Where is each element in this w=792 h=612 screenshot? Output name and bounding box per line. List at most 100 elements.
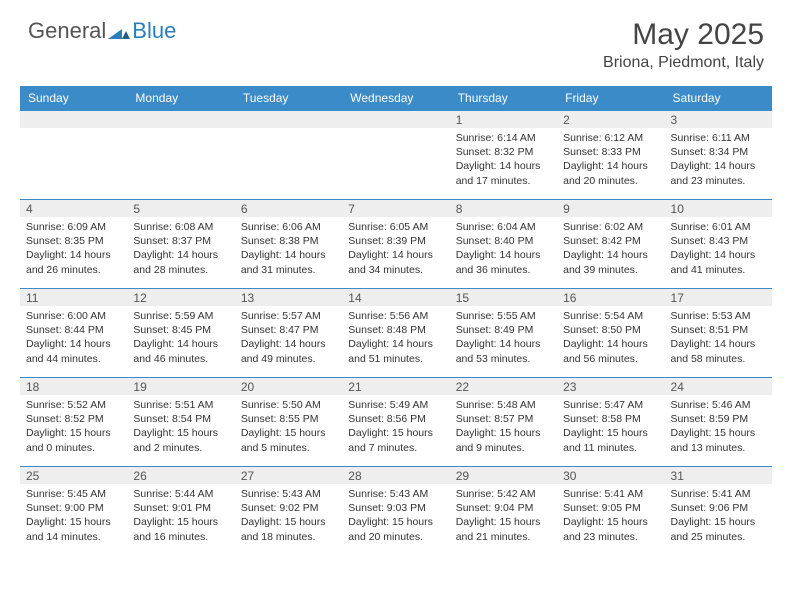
sunrise-text: Sunrise: 5:42 AM — [456, 487, 551, 501]
day-details: Sunrise: 5:43 AMSunset: 9:03 PMDaylight:… — [342, 484, 449, 548]
daylight-text: Daylight: 14 hours and 41 minutes. — [671, 248, 766, 276]
calendar-cell: 15Sunrise: 5:55 AMSunset: 8:49 PMDayligh… — [450, 288, 557, 377]
sunset-text: Sunset: 8:44 PM — [26, 323, 121, 337]
daylight-text: Daylight: 15 hours and 7 minutes. — [348, 426, 443, 454]
sunset-text: Sunset: 8:52 PM — [26, 412, 121, 426]
day-details: Sunrise: 5:53 AMSunset: 8:51 PMDaylight:… — [665, 306, 772, 370]
sunset-text: Sunset: 8:45 PM — [133, 323, 228, 337]
calendar-week-row: 1Sunrise: 6:14 AMSunset: 8:32 PMDaylight… — [20, 110, 772, 199]
day-details: Sunrise: 6:08 AMSunset: 8:37 PMDaylight:… — [127, 217, 234, 281]
day-number-band: 17 — [665, 288, 772, 306]
day-number-band: 2 — [557, 110, 664, 128]
daylight-text: Daylight: 14 hours and 26 minutes. — [26, 248, 121, 276]
day-number-band: 28 — [342, 466, 449, 484]
daylight-text: Daylight: 14 hours and 20 minutes. — [563, 159, 658, 187]
day-number-band: 7 — [342, 199, 449, 217]
weekday-header: Monday — [127, 86, 234, 110]
weekday-header: Thursday — [450, 86, 557, 110]
sunrise-text: Sunrise: 5:50 AM — [241, 398, 336, 412]
day-details: Sunrise: 5:41 AMSunset: 9:06 PMDaylight:… — [665, 484, 772, 548]
logo-text-general: General — [28, 18, 106, 44]
day-number-band: 25 — [20, 466, 127, 484]
calendar-cell: 12Sunrise: 5:59 AMSunset: 8:45 PMDayligh… — [127, 288, 234, 377]
daylight-text: Daylight: 14 hours and 49 minutes. — [241, 337, 336, 365]
sunset-text: Sunset: 8:51 PM — [671, 323, 766, 337]
sunset-text: Sunset: 8:54 PM — [133, 412, 228, 426]
calendar-week-row: 4Sunrise: 6:09 AMSunset: 8:35 PMDaylight… — [20, 199, 772, 288]
sunset-text: Sunset: 8:40 PM — [456, 234, 551, 248]
daylight-text: Daylight: 14 hours and 17 minutes. — [456, 159, 551, 187]
daylight-text: Daylight: 14 hours and 31 minutes. — [241, 248, 336, 276]
calendar-body: 1Sunrise: 6:14 AMSunset: 8:32 PMDaylight… — [20, 110, 772, 555]
calendar-cell: 4Sunrise: 6:09 AMSunset: 8:35 PMDaylight… — [20, 199, 127, 288]
sunrise-text: Sunrise: 5:48 AM — [456, 398, 551, 412]
day-number-band: 30 — [557, 466, 664, 484]
daylight-text: Daylight: 14 hours and 53 minutes. — [456, 337, 551, 365]
day-number-band: 24 — [665, 377, 772, 395]
calendar-cell: 26Sunrise: 5:44 AMSunset: 9:01 PMDayligh… — [127, 466, 234, 555]
day-details: Sunrise: 6:09 AMSunset: 8:35 PMDaylight:… — [20, 217, 127, 281]
day-details — [20, 128, 127, 135]
calendar-cell: 14Sunrise: 5:56 AMSunset: 8:48 PMDayligh… — [342, 288, 449, 377]
daylight-text: Daylight: 14 hours and 44 minutes. — [26, 337, 121, 365]
daylight-text: Daylight: 15 hours and 5 minutes. — [241, 426, 336, 454]
sunset-text: Sunset: 9:02 PM — [241, 501, 336, 515]
sunset-text: Sunset: 8:58 PM — [563, 412, 658, 426]
day-details — [235, 128, 342, 135]
sunrise-text: Sunrise: 5:43 AM — [241, 487, 336, 501]
day-number-band: 23 — [557, 377, 664, 395]
calendar-cell: 18Sunrise: 5:52 AMSunset: 8:52 PMDayligh… — [20, 377, 127, 466]
calendar-cell: 27Sunrise: 5:43 AMSunset: 9:02 PMDayligh… — [235, 466, 342, 555]
calendar-cell: 11Sunrise: 6:00 AMSunset: 8:44 PMDayligh… — [20, 288, 127, 377]
day-details: Sunrise: 5:43 AMSunset: 9:02 PMDaylight:… — [235, 484, 342, 548]
day-number-band: 18 — [20, 377, 127, 395]
day-details: Sunrise: 5:44 AMSunset: 9:01 PMDaylight:… — [127, 484, 234, 548]
sunset-text: Sunset: 8:35 PM — [26, 234, 121, 248]
day-details: Sunrise: 5:54 AMSunset: 8:50 PMDaylight:… — [557, 306, 664, 370]
day-number-band: 11 — [20, 288, 127, 306]
sunrise-text: Sunrise: 5:54 AM — [563, 309, 658, 323]
day-details: Sunrise: 6:02 AMSunset: 8:42 PMDaylight:… — [557, 217, 664, 281]
daylight-text: Daylight: 14 hours and 34 minutes. — [348, 248, 443, 276]
day-details: Sunrise: 6:14 AMSunset: 8:32 PMDaylight:… — [450, 128, 557, 192]
sunrise-text: Sunrise: 6:01 AM — [671, 220, 766, 234]
day-number-band: 19 — [127, 377, 234, 395]
daylight-text: Daylight: 15 hours and 21 minutes. — [456, 515, 551, 543]
sunrise-text: Sunrise: 6:05 AM — [348, 220, 443, 234]
day-number-band: 12 — [127, 288, 234, 306]
sunset-text: Sunset: 8:32 PM — [456, 145, 551, 159]
sunrise-text: Sunrise: 6:04 AM — [456, 220, 551, 234]
day-number-band: 22 — [450, 377, 557, 395]
sunrise-text: Sunrise: 6:14 AM — [456, 131, 551, 145]
day-details: Sunrise: 6:06 AMSunset: 8:38 PMDaylight:… — [235, 217, 342, 281]
sunset-text: Sunset: 8:39 PM — [348, 234, 443, 248]
day-details — [342, 128, 449, 135]
day-number-band: 10 — [665, 199, 772, 217]
sunrise-text: Sunrise: 5:46 AM — [671, 398, 766, 412]
sunrise-text: Sunrise: 5:53 AM — [671, 309, 766, 323]
sunrise-text: Sunrise: 6:11 AM — [671, 131, 766, 145]
weekday-header: Saturday — [665, 86, 772, 110]
calendar-cell: 23Sunrise: 5:47 AMSunset: 8:58 PMDayligh… — [557, 377, 664, 466]
calendar-cell: 10Sunrise: 6:01 AMSunset: 8:43 PMDayligh… — [665, 199, 772, 288]
calendar-week-row: 11Sunrise: 6:00 AMSunset: 8:44 PMDayligh… — [20, 288, 772, 377]
day-details: Sunrise: 5:42 AMSunset: 9:04 PMDaylight:… — [450, 484, 557, 548]
day-number-band: 29 — [450, 466, 557, 484]
day-details: Sunrise: 5:45 AMSunset: 9:00 PMDaylight:… — [20, 484, 127, 548]
sunrise-text: Sunrise: 5:41 AM — [671, 487, 766, 501]
logo-mark-icon — [108, 23, 130, 39]
calendar-cell — [20, 110, 127, 199]
title-block: May 2025 Briona, Piedmont, Italy — [603, 18, 764, 72]
calendar-cell: 25Sunrise: 5:45 AMSunset: 9:00 PMDayligh… — [20, 466, 127, 555]
calendar-cell: 3Sunrise: 6:11 AMSunset: 8:34 PMDaylight… — [665, 110, 772, 199]
calendar-cell: 24Sunrise: 5:46 AMSunset: 8:59 PMDayligh… — [665, 377, 772, 466]
day-number-band: 15 — [450, 288, 557, 306]
calendar-cell: 20Sunrise: 5:50 AMSunset: 8:55 PMDayligh… — [235, 377, 342, 466]
calendar-cell: 13Sunrise: 5:57 AMSunset: 8:47 PMDayligh… — [235, 288, 342, 377]
day-details: Sunrise: 5:55 AMSunset: 8:49 PMDaylight:… — [450, 306, 557, 370]
sunrise-text: Sunrise: 6:06 AM — [241, 220, 336, 234]
logo-text-blue: Blue — [132, 18, 176, 44]
day-number-band: 4 — [20, 199, 127, 217]
day-number-band: 8 — [450, 199, 557, 217]
daylight-text: Daylight: 15 hours and 0 minutes. — [26, 426, 121, 454]
